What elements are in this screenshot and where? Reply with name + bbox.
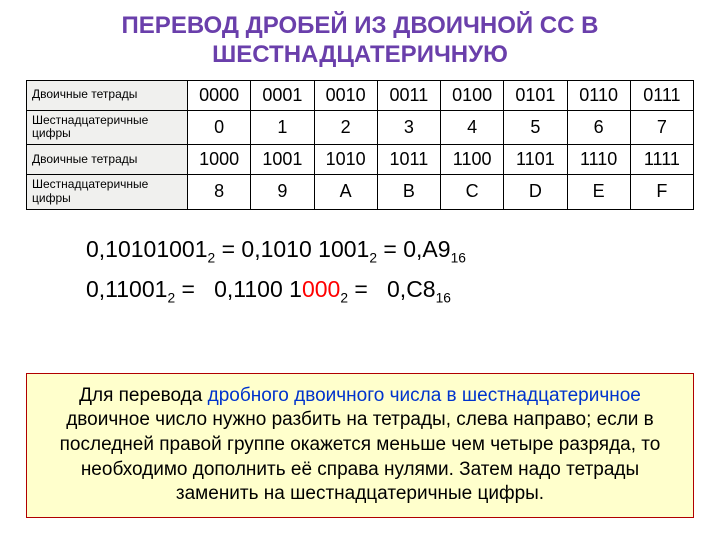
subscript: 2 xyxy=(369,250,377,265)
ex2-c: 0,C8 xyxy=(387,276,436,302)
cell: 0001 xyxy=(251,80,314,110)
eq: = xyxy=(377,236,403,262)
ex2-a: 0,11001 xyxy=(86,276,167,302)
cell: E xyxy=(567,175,630,210)
cell: 1011 xyxy=(377,145,440,175)
cell: 0 xyxy=(188,110,251,145)
eq: = xyxy=(175,276,201,302)
table-row: Шестнадцатеричные цифры 8 9 A B C D E F xyxy=(27,175,694,210)
title-line-1: ПЕРЕВОД ДРОБЕЙ ИЗ ДВОИЧНОЙ СС В xyxy=(122,12,599,39)
table-row: Двоичные тетрады 1000 1001 1010 1011 110… xyxy=(27,145,694,175)
cell: F xyxy=(630,175,693,210)
tetrad-table: Двоичные тетрады 0000 0001 0010 0011 010… xyxy=(26,80,694,210)
ex1-c: 0,A9 xyxy=(403,236,450,262)
table-row: Шестнадцатеричные цифры 0 1 2 3 4 5 6 7 xyxy=(27,110,694,145)
cell: 0111 xyxy=(630,80,693,110)
explain-highlight: дробного двоичного числа в шестнадцатери… xyxy=(208,385,641,406)
eq: = xyxy=(348,276,374,302)
cell: 2 xyxy=(314,110,377,145)
cell: 0101 xyxy=(504,80,567,110)
subscript: 16 xyxy=(436,290,451,305)
row-header-hex: Шестнадцатеричные цифры xyxy=(27,110,188,145)
cell: 1110 xyxy=(567,145,630,175)
ex2-b1: 0,1100 1 xyxy=(214,276,302,302)
eq: = xyxy=(215,236,241,262)
cell: 0110 xyxy=(567,80,630,110)
ex2-b-pad: 000 xyxy=(302,276,340,302)
subscript: 2 xyxy=(167,290,175,305)
explain-pre: Для перевода xyxy=(79,385,207,406)
cell: 1101 xyxy=(504,145,567,175)
cell: 1100 xyxy=(441,145,504,175)
cell: 7 xyxy=(630,110,693,145)
explain-rest: двоичное число нужно разбить на тетрады,… xyxy=(60,409,661,504)
cell: 1010 xyxy=(314,145,377,175)
cell: A xyxy=(314,175,377,210)
ex1-a: 0,10101001 xyxy=(86,236,208,262)
cell: 9 xyxy=(251,175,314,210)
page-title: ПЕРЕВОД ДРОБЕЙ ИЗ ДВОИЧНОЙ СС В ШЕСТНАДЦ… xyxy=(26,12,694,70)
title-line-2: ШЕСТНАДЦАТЕРИЧНУЮ xyxy=(212,41,508,68)
subscript: 2 xyxy=(340,290,348,305)
cell: 1 xyxy=(251,110,314,145)
cell: 5 xyxy=(504,110,567,145)
cell: 0100 xyxy=(441,80,504,110)
cell: 0011 xyxy=(377,80,440,110)
example-2: 0,110012 = 0,1100 10002 = 0,C816 xyxy=(86,270,694,310)
cell: C xyxy=(441,175,504,210)
cell: 0000 xyxy=(188,80,251,110)
cell: D xyxy=(504,175,567,210)
subscript: 16 xyxy=(451,250,466,265)
table-row: Двоичные тетрады 0000 0001 0010 0011 010… xyxy=(27,80,694,110)
cell: B xyxy=(377,175,440,210)
example-1: 0,101010012 = 0,1010 10012 = 0,A916 xyxy=(86,230,694,270)
cell: 0010 xyxy=(314,80,377,110)
cell: 8 xyxy=(188,175,251,210)
cell: 1111 xyxy=(630,145,693,175)
ex1-b: 0,1010 1001 xyxy=(241,236,369,262)
cell: 1001 xyxy=(251,145,314,175)
cell: 6 xyxy=(567,110,630,145)
cell: 3 xyxy=(377,110,440,145)
row-header-hex: Шестнадцатеричные цифры xyxy=(27,175,188,210)
row-header-bin: Двоичные тетрады xyxy=(27,145,188,175)
cell: 4 xyxy=(441,110,504,145)
examples: 0,101010012 = 0,1010 10012 = 0,A916 0,11… xyxy=(86,230,694,310)
row-header-bin: Двоичные тетрады xyxy=(27,80,188,110)
explanation-box: Для перевода дробного двоичного числа в … xyxy=(26,373,694,518)
cell: 1000 xyxy=(188,145,251,175)
